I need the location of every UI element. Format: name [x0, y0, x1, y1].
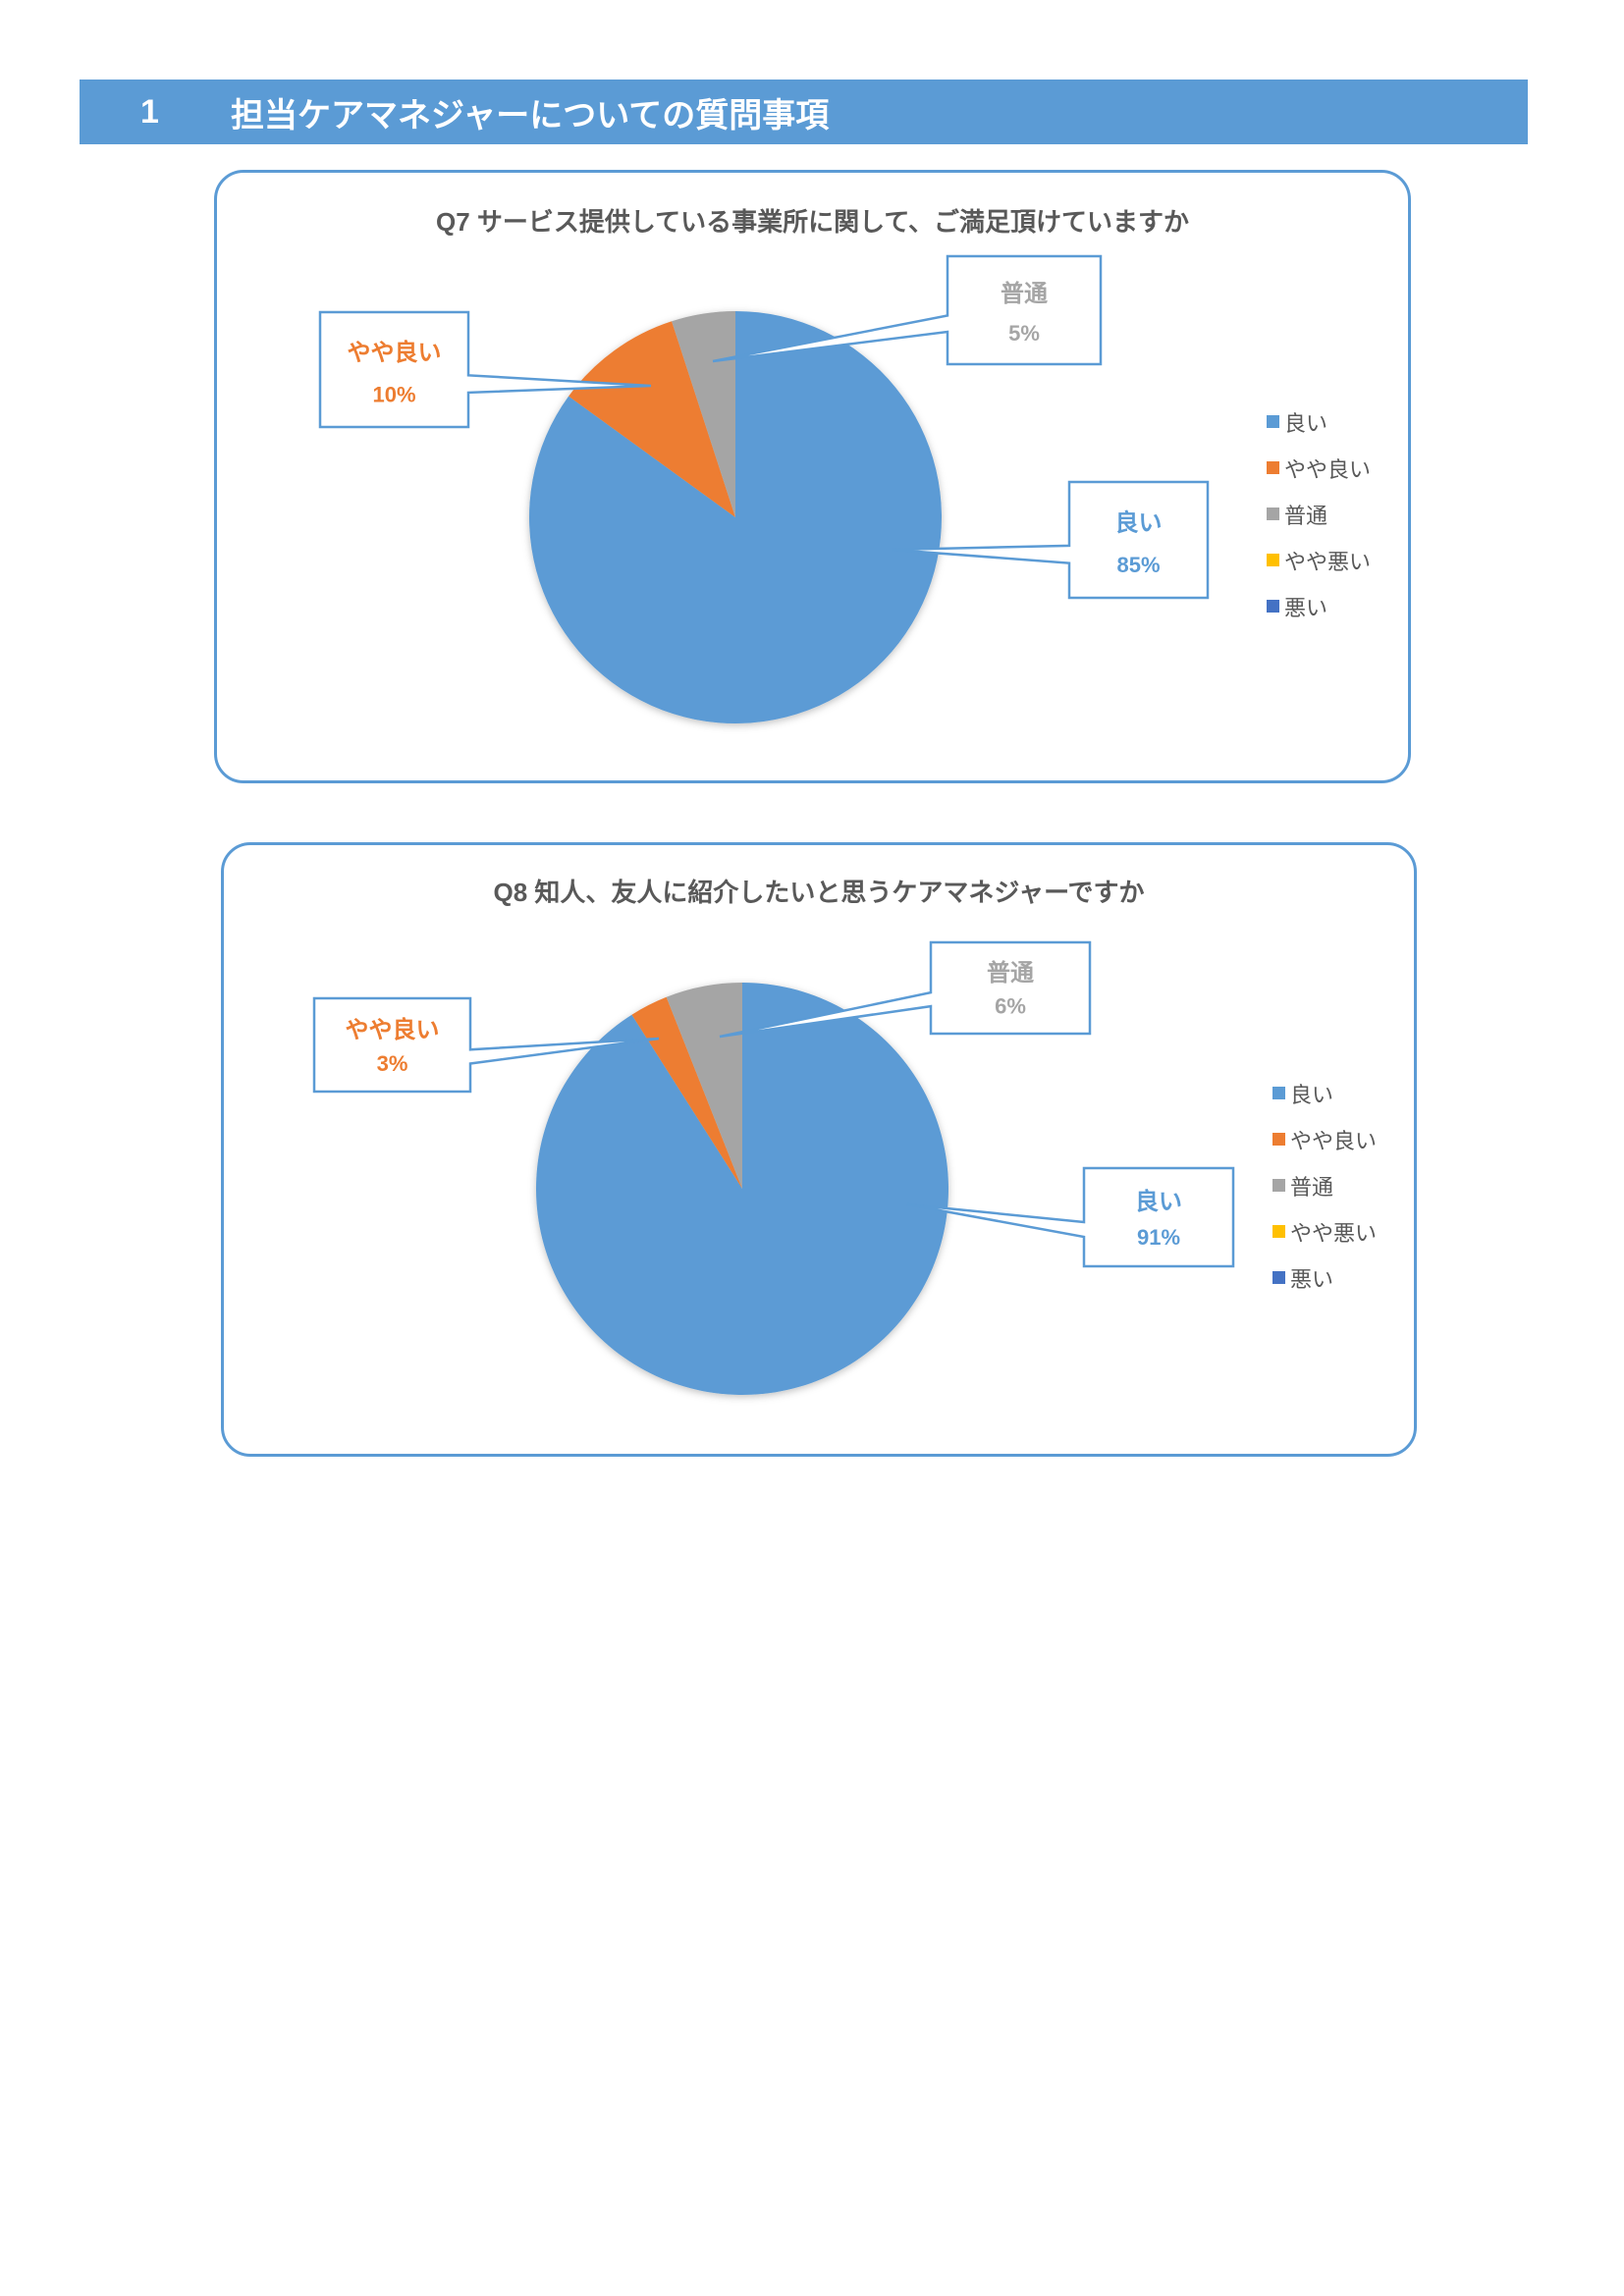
data-label-callout: 普通 5% [712, 254, 1103, 366]
legend-item: やや良い [1267, 457, 1371, 482]
data-label-callout: 普通 6% [719, 940, 1092, 1039]
legend-label: 普通 [1284, 504, 1327, 528]
data-label-category: 良い [1115, 509, 1163, 537]
chart-q7: Q7 サービス提供している事業所に関して、ご満足頂けていますか 良い 85% やや良… [214, 170, 1411, 783]
data-label-callout: 良い 85% [891, 480, 1210, 600]
legend-label: やや良い [1290, 1129, 1377, 1153]
legend-item: やや悪い [1267, 550, 1371, 574]
legend-item: 悪い [1272, 1267, 1333, 1292]
data-label-value: 3% [377, 1051, 408, 1076]
legend-swatch [1272, 1179, 1285, 1192]
legend-label: やや悪い [1290, 1221, 1377, 1246]
legend-swatch [1267, 600, 1279, 613]
legend-label: やや良い [1284, 457, 1371, 482]
pie-slice-1 [568, 321, 735, 517]
data-label-category: やや良い [348, 339, 442, 366]
pie-slice-2 [666, 983, 742, 1189]
legend-item: やや良い [1272, 1129, 1377, 1153]
chart-title: Q8 知人、友人に紹介したいと思うケアマネジャーですか [493, 878, 1145, 907]
legend-swatch [1267, 507, 1279, 520]
legend-item: やや悪い [1272, 1221, 1377, 1246]
legend-item: 良い [1267, 411, 1327, 436]
data-label-category: 普通 [987, 959, 1034, 987]
legend-swatch [1267, 415, 1279, 428]
legend-swatch [1267, 554, 1279, 566]
legend-swatch [1272, 1225, 1285, 1238]
legend-label: 普通 [1290, 1175, 1333, 1200]
data-label-value: 5% [1008, 321, 1040, 346]
data-label-category: 普通 [1001, 280, 1048, 307]
legend-label: 悪い [1290, 1267, 1333, 1292]
data-label-value: 10% [372, 382, 415, 406]
section-header: 1 担当ケアマネジャーについての質問事項 [80, 80, 1528, 144]
legend-item: 普通 [1267, 504, 1327, 528]
legend-label: やや悪い [1284, 550, 1371, 574]
data-label-category: 良い [1135, 1188, 1182, 1215]
legend-item: 普通 [1272, 1175, 1333, 1200]
legend-swatch [1267, 461, 1279, 474]
legend-label: 良い [1284, 411, 1327, 436]
data-label-category: やや良い [346, 1016, 440, 1043]
chart-q8: Q8 知人、友人に紹介したいと思うケアマネジャーですか 良い 91% やや良い 3% 普… [221, 842, 1417, 1457]
data-label-value: 6% [995, 994, 1026, 1019]
data-label-callout: やや良い 3% [312, 996, 660, 1094]
pie-slice-1 [631, 996, 742, 1189]
section-title: 担当ケアマネジャーについての質問事項 [231, 96, 830, 134]
legend-swatch [1272, 1133, 1285, 1146]
legend-item: 良い [1272, 1083, 1333, 1107]
pie-slice-2 [672, 311, 735, 517]
data-label-value: 85% [1116, 553, 1160, 577]
data-label-callout: 良い 91% [906, 1166, 1235, 1268]
legend-swatch [1272, 1087, 1285, 1099]
legend-label: 良い [1290, 1083, 1333, 1107]
chart-title: Q7 サービス提供している事業所に関して、ご満足頂けていますか [435, 207, 1190, 237]
legend-label: 悪い [1284, 596, 1327, 620]
legend-swatch [1272, 1271, 1285, 1284]
legend-item: 悪い [1267, 596, 1327, 620]
data-label-value: 91% [1137, 1225, 1180, 1250]
section-number: 1 [140, 92, 159, 131]
data-label-callout: やや良い 10% [318, 310, 652, 429]
